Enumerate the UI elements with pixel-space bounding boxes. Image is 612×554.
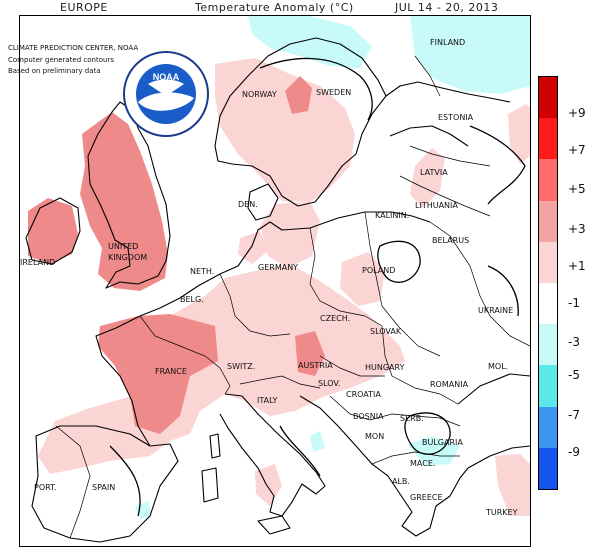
map-period: JUL 14 - 20, 2013: [395, 1, 499, 14]
credit-line-2: Computer generated contours: [8, 56, 114, 64]
country-label: ALB.: [392, 477, 410, 486]
country-label: ESTONIA: [438, 113, 474, 122]
country-label: TURKEY: [486, 508, 518, 517]
country-label: KINGDOM: [108, 253, 148, 262]
country-label: SPAIN: [92, 483, 116, 492]
country-label: AUSTRIA: [298, 361, 333, 370]
colorbar-segment: [539, 118, 557, 160]
colorbar-segment: [539, 241, 557, 283]
colorbar-segment: [539, 324, 557, 366]
anomaly-map: FINLAND NORWAY SWEDEN ESTONIA LATVIA LITHUANI…: [19, 15, 531, 547]
country-label: UKRAINE: [478, 306, 514, 315]
country-borders: [55, 55, 530, 539]
credit-line-1: CLIMATE PREDICTION CENTER, NOAA: [8, 44, 139, 52]
colorbar-segment: [539, 365, 557, 407]
country-label: NORWAY: [242, 90, 277, 99]
noaa-logo-icon: NOAA: [122, 50, 210, 142]
colorbar-label: -9: [568, 445, 580, 459]
country-label: SLOV.: [318, 379, 341, 388]
colorbar-segment: [539, 282, 557, 325]
map-title: Temperature Anomaly (°C): [195, 1, 354, 14]
country-label: DEN.: [238, 200, 258, 209]
country-label: FINLAND: [430, 38, 466, 47]
country-label: GREECE: [410, 493, 443, 502]
country-label: LATVIA: [420, 168, 448, 177]
country-label: MON: [365, 432, 385, 441]
country-label: ITALY: [257, 396, 278, 405]
country-label: SERB.: [400, 414, 424, 423]
country-label: MACE.: [410, 459, 436, 468]
colorbar-label: -7: [568, 408, 580, 422]
country-label: MOL.: [488, 362, 509, 371]
colorbar-segment: [539, 200, 557, 242]
country-label: KALININ.: [375, 211, 410, 220]
country-label: FRANCE: [155, 367, 187, 376]
colorbar-label: -5: [568, 368, 580, 382]
colorbar: [538, 76, 558, 490]
country-label: BULGARIA: [422, 438, 463, 447]
country-label: CROATIA: [346, 390, 381, 399]
country-label: ROMANIA: [430, 380, 469, 389]
colorbar-label: +3: [568, 222, 586, 236]
colorbar-segment: [539, 406, 557, 448]
country-label: SWEDEN: [316, 88, 352, 97]
noaa-logo-text: NOAA: [153, 72, 180, 82]
country-label: POLAND: [362, 266, 396, 275]
colorbar-label: +9: [568, 106, 586, 120]
country-label: SLOVAK: [370, 327, 402, 336]
country-label: LITHUANIA: [415, 201, 458, 210]
colorbar-label: +5: [568, 182, 586, 196]
country-label: BOSNIA: [353, 412, 384, 421]
colorbar-segment: [539, 77, 557, 119]
coastlines: [25, 37, 530, 543]
country-label: BELG.: [180, 295, 204, 304]
country-label: NETH.: [190, 267, 215, 276]
country-label: UNITED: [108, 242, 139, 251]
map-region-label: EUROPE: [60, 1, 108, 14]
country-label: GERMANY: [258, 263, 299, 272]
anomaly-map-svg: [25, 16, 530, 543]
colorbar-label: -1: [568, 296, 580, 310]
country-label: SWITZ.: [227, 362, 256, 371]
country-label: HUNGARY: [365, 363, 405, 372]
credit-line-3: Based on preliminary data: [8, 67, 101, 75]
country-label: BELARUS: [432, 236, 470, 245]
anomaly-contours: [109, 57, 526, 517]
colorbar-label: -3: [568, 335, 580, 349]
colorbar-label: +1: [568, 259, 586, 273]
country-label: CZECH.: [320, 314, 351, 323]
anomaly-shading-cool: [135, 16, 530, 519]
colorbar-segment: [539, 447, 557, 489]
colorbar-label: +7: [568, 143, 586, 157]
country-label: IRELAND: [20, 258, 56, 267]
colorbar-segment: [539, 159, 557, 201]
country-label: PORT.: [34, 483, 57, 492]
anomaly-shading-warm: [28, 76, 325, 434]
